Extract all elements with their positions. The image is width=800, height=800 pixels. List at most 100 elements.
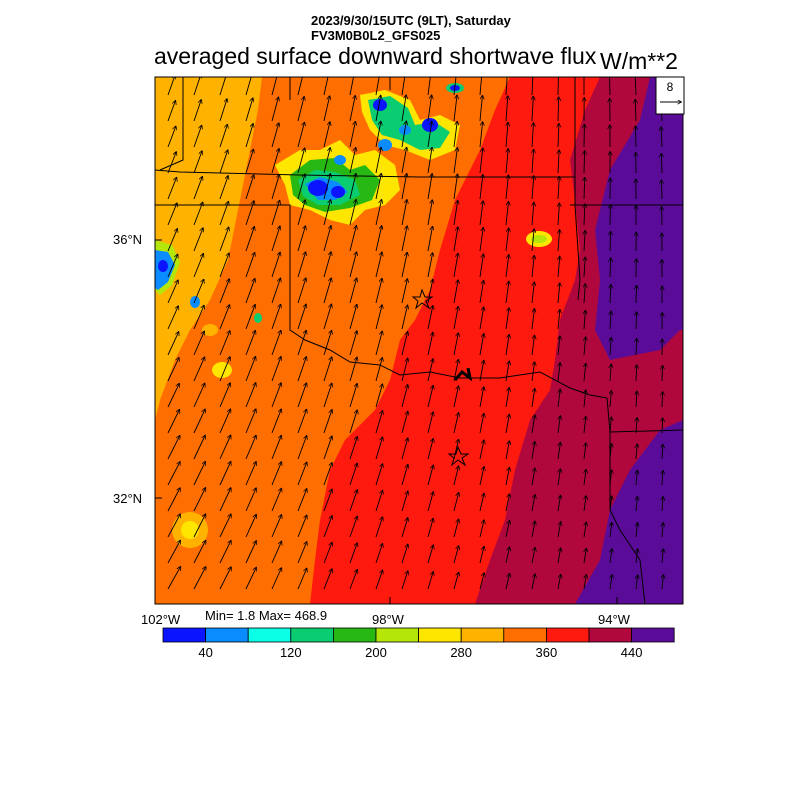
wind-arrow <box>636 523 638 538</box>
wind-arrow <box>193 254 203 278</box>
wind-arrow <box>323 569 332 590</box>
wind-arrow <box>557 522 561 538</box>
ks-ok-border <box>155 169 575 178</box>
wind-arrow <box>479 467 484 486</box>
wind-arrow <box>245 436 256 460</box>
wind-arrow <box>193 383 205 408</box>
wind-arrow <box>323 331 332 356</box>
wind-arrow <box>349 490 357 512</box>
wind-arrow <box>245 515 256 538</box>
wind-arrow <box>636 497 637 512</box>
wind-arrow <box>584 204 585 226</box>
wind-arrow <box>427 253 433 278</box>
colorbar-swatch <box>247 627 292 643</box>
wind-arrow <box>323 96 330 122</box>
wind-arrow <box>505 175 508 200</box>
wind-arrow <box>584 443 586 460</box>
wind-arrow <box>193 436 205 460</box>
wind-arrow <box>636 471 637 486</box>
wind-arrow <box>427 306 433 330</box>
wind-arrow <box>558 336 560 356</box>
wind-arrow <box>505 574 510 590</box>
wind-arrow <box>323 200 331 226</box>
wind-arrow <box>505 521 510 538</box>
wind-arrow <box>505 468 509 486</box>
wind-arrow <box>453 174 458 200</box>
wind-arrow <box>531 309 534 330</box>
wind-arrow <box>557 416 560 434</box>
wind-arrow <box>479 281 484 304</box>
colorbar-label: 360 <box>535 645 558 660</box>
wind-arrow <box>167 203 177 226</box>
wind-arrow <box>427 200 432 226</box>
wind-arrow <box>532 150 534 174</box>
wind-arrow <box>297 357 306 382</box>
wind-arrow <box>662 575 663 590</box>
wind-arrow <box>427 122 432 148</box>
wind-arrow <box>297 278 306 304</box>
wind-arrow <box>271 77 278 96</box>
wind-arrow <box>427 492 433 512</box>
wind-arrow <box>506 123 508 148</box>
wind-arrow <box>531 336 535 356</box>
wind-arrow <box>506 96 508 122</box>
wind-arrow <box>297 304 306 330</box>
wind-arrow <box>558 363 560 382</box>
wind-arrow <box>531 468 535 486</box>
wind-arrow <box>427 77 431 96</box>
wind-arrow <box>271 149 279 174</box>
wind-arrow <box>193 541 206 564</box>
wind-arrow <box>479 175 483 200</box>
wind-arrow <box>531 574 535 590</box>
wind-arrow <box>349 77 354 96</box>
wind-arrow <box>401 279 407 304</box>
wind-arrow <box>479 148 483 174</box>
wind-arrow <box>401 95 406 122</box>
wind-arrow <box>401 332 408 356</box>
wind-arrow <box>219 253 229 278</box>
wind-arrow <box>167 436 180 460</box>
wind-arrow <box>167 332 179 356</box>
wind-arrow <box>505 255 509 278</box>
wind-arrow <box>245 541 256 564</box>
wind-arrow <box>453 201 458 226</box>
colorbar-swatch <box>460 627 505 643</box>
wind-arrow <box>661 154 662 174</box>
wind-arrow <box>297 331 306 356</box>
wind-arrow <box>427 227 433 252</box>
wind-arrow <box>453 440 459 460</box>
wind-arrow <box>323 148 330 174</box>
wind-arrow <box>401 226 407 252</box>
wind-arrow <box>557 496 561 512</box>
wind-arrow <box>453 227 458 252</box>
wind-arrow <box>349 570 357 590</box>
wind-arrow <box>531 362 535 382</box>
wind-arrow <box>219 462 231 486</box>
wind-arrow <box>167 488 180 512</box>
wind-arrow <box>219 305 230 330</box>
wind-arrow <box>245 331 255 356</box>
wind-arrow <box>584 337 586 356</box>
wind-arrow <box>219 99 227 122</box>
model-line: FV3M0B0L2_GFS025 <box>311 28 441 43</box>
wind-arrow <box>662 549 663 564</box>
wind-arrow <box>167 280 178 304</box>
wind-arrow <box>661 127 662 148</box>
wind-arrow <box>375 411 383 434</box>
wind-arrow <box>349 226 356 252</box>
wind-arrow <box>375 464 383 486</box>
wind-arrow <box>375 252 382 278</box>
wind-arrow <box>193 331 204 356</box>
wind-arrow <box>479 334 484 356</box>
wind-arrow <box>349 122 355 148</box>
wind-arrow <box>532 229 534 252</box>
wind-arrow <box>193 100 201 122</box>
wind-arrow <box>219 488 231 512</box>
wind-arrow <box>323 543 332 564</box>
wind-arrow <box>505 361 509 382</box>
wind-arrow <box>531 521 535 538</box>
wind-arrow <box>375 96 381 122</box>
lat-label-32: 32°N <box>113 491 143 506</box>
wind-arrow <box>609 77 611 96</box>
wind-arrow <box>193 514 206 538</box>
